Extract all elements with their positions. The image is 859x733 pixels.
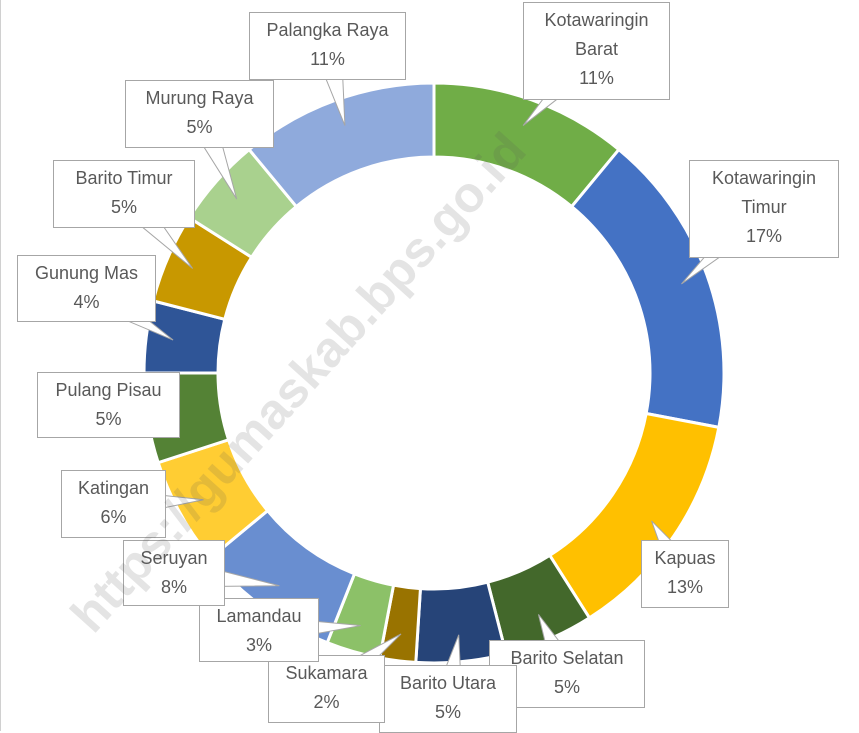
data-label: Barito Timur 5% [53, 160, 195, 228]
label-value: 6% [100, 507, 127, 527]
label-name: Kotawaringin Timur [711, 168, 817, 217]
data-label: Lamandau 3% [199, 598, 319, 662]
data-label: Kotawaringin Barat 11% [523, 2, 670, 100]
data-label: Pulang Pisau 5% [37, 372, 180, 438]
label-name: Pulang Pisau [55, 380, 162, 400]
data-label: Gunung Mas 4% [17, 255, 156, 322]
label-value: 5% [186, 117, 213, 137]
label-name: Katingan [77, 478, 150, 498]
label-name: Murung Raya [145, 88, 254, 108]
data-label: Katingan 6% [61, 470, 166, 538]
label-value: 5% [95, 409, 122, 429]
segment [247, 81, 436, 209]
label-value: 8% [160, 577, 187, 597]
label-value: 4% [73, 292, 100, 312]
data-label: Palangka Raya 11% [249, 12, 406, 80]
data-label: Barito Utara 5% [379, 665, 517, 733]
data-label: Kapuas 13% [641, 540, 729, 608]
label-value: 2% [313, 692, 340, 712]
label-name: Gunung Mas [34, 263, 139, 283]
label-name: Barito Utara [399, 673, 497, 693]
label-name: Lamandau [216, 606, 302, 626]
data-label: Sukamara 2% [268, 655, 385, 723]
label-value: 5% [110, 197, 137, 217]
label-value: 17% [745, 226, 783, 246]
data-label: Kotawaringin Timur 17% [689, 160, 839, 258]
label-name: Kapuas [654, 548, 716, 568]
label-value: 5% [434, 702, 461, 722]
label-value: 3% [245, 635, 272, 655]
label-name: Palangka Raya [266, 20, 389, 40]
label-name: Barito Selatan [510, 648, 624, 668]
label-name: Seruyan [140, 548, 208, 568]
label-value: 11% [310, 49, 345, 69]
label-name: Sukamara [285, 663, 368, 683]
data-label: Murung Raya 5% [125, 80, 274, 148]
label-value: 11% [579, 68, 614, 88]
label-value: 5% [553, 677, 580, 697]
data-label: Seruyan 8% [123, 540, 225, 606]
label-name: Barito Timur [75, 168, 173, 188]
label-name: Kotawaringin Barat [544, 10, 649, 59]
label-value: 13% [666, 577, 704, 597]
